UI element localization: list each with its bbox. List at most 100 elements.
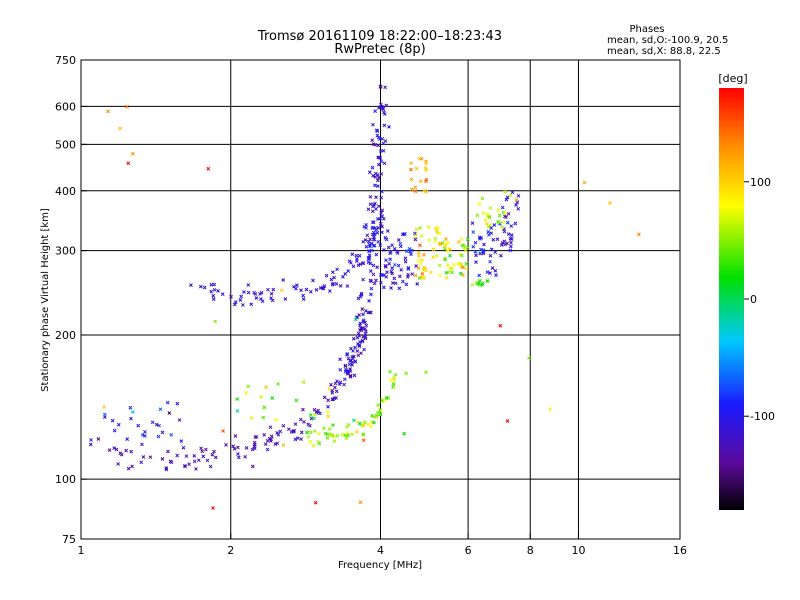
data-point: [298, 417, 303, 422]
data-point: [112, 446, 117, 450]
data-point: [400, 279, 405, 284]
data-point: [388, 257, 393, 262]
data-point: [334, 389, 339, 394]
data-point: [374, 207, 378, 211]
data-point: [448, 247, 452, 251]
data-point: [493, 268, 498, 273]
data-point: [400, 232, 405, 237]
data-point: [366, 239, 371, 244]
data-point: [474, 253, 478, 258]
data-point: [269, 434, 274, 439]
data-point: [478, 278, 482, 283]
data-point: [371, 220, 376, 225]
data-point: [236, 452, 240, 456]
data-point: [465, 237, 470, 242]
data-point: [356, 296, 361, 301]
data-point: [326, 414, 331, 419]
y-tick-label: 100: [55, 473, 76, 486]
data-point: [212, 449, 216, 454]
data-point: [246, 384, 251, 389]
data-point: [474, 260, 478, 264]
data-point: [341, 275, 345, 279]
data-point: [125, 437, 130, 442]
data-point: [374, 227, 379, 232]
data-point: [497, 213, 502, 218]
data-point: [329, 433, 334, 438]
data-point: [210, 452, 215, 457]
data-point: [88, 442, 93, 447]
data-point: [259, 290, 264, 295]
data-point: [345, 353, 349, 357]
data-point: [393, 372, 398, 377]
data-point: [213, 455, 218, 460]
data-point: [200, 449, 205, 454]
data-point: [402, 431, 407, 436]
data-point: [392, 378, 397, 383]
data-point: [380, 230, 384, 235]
data-point: [266, 287, 270, 292]
data-point: [355, 335, 360, 340]
data-point: [326, 398, 331, 403]
data-point: [252, 446, 257, 451]
data-point: [274, 417, 279, 422]
data-point: [353, 359, 357, 364]
data-point: [376, 175, 381, 180]
data-point: [156, 434, 161, 439]
data-point: [307, 423, 312, 428]
data-point: [308, 289, 313, 294]
data-point: [106, 109, 110, 114]
data-point: [392, 376, 396, 381]
data-point: [444, 237, 448, 241]
data-point: [428, 270, 433, 275]
data-point: [338, 284, 343, 288]
data-point: [160, 457, 165, 461]
data-point: [392, 247, 397, 251]
data-point: [375, 230, 380, 235]
data-point: [369, 420, 374, 424]
data-point: [269, 296, 273, 301]
data-point: [327, 427, 332, 431]
data-point: [320, 285, 325, 290]
data-point: [375, 129, 380, 133]
data-point: [208, 464, 213, 469]
data-point: [370, 209, 375, 214]
data-point: [503, 242, 507, 247]
data-point: [415, 282, 420, 286]
data-point: [356, 263, 361, 268]
data-point: [398, 244, 403, 249]
data-point: [489, 231, 494, 236]
data-point: [205, 458, 210, 463]
data-point: [254, 296, 259, 300]
data-point: [338, 367, 343, 372]
data-point: [259, 395, 263, 399]
data-point: [406, 267, 411, 271]
data-point: [276, 382, 280, 386]
data-point: [362, 347, 366, 352]
data-point: [124, 448, 129, 453]
data-point: [116, 422, 121, 427]
data-point: [389, 269, 394, 274]
data-point: [330, 397, 335, 402]
data-point: [527, 356, 531, 360]
data-point: [414, 227, 419, 232]
data-point: [262, 432, 267, 437]
data-point: [379, 172, 384, 176]
data-point: [375, 178, 380, 183]
data-point: [370, 248, 374, 253]
data-point: [397, 286, 402, 291]
data-point: [148, 455, 153, 460]
data-point: [364, 323, 369, 328]
data-point: [327, 387, 332, 391]
data-point: [376, 143, 381, 148]
data-point: [206, 166, 211, 171]
data-point: [334, 395, 338, 400]
data-point: [126, 161, 131, 166]
data-point: [360, 338, 365, 343]
data-point: [499, 243, 504, 247]
data-point: [466, 245, 470, 250]
data-point: [363, 332, 368, 336]
data-point: [442, 246, 447, 251]
data-point: [419, 234, 424, 238]
data-point: [130, 151, 135, 156]
x-tick-label: 16: [673, 544, 687, 557]
